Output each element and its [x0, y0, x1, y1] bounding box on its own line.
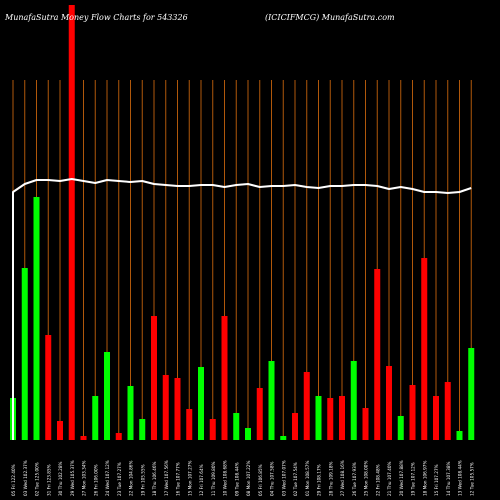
x-tick-label: 16 Tue 107.77%: [176, 462, 181, 496]
x-tick-label: 02 Tue 107.54%: [293, 462, 298, 496]
x-tick-label: 22 Mon 104.86%: [129, 461, 134, 496]
bar: [315, 396, 322, 440]
money-flow-line-path: [12, 178, 472, 440]
bar: [327, 398, 334, 440]
chart-title: MunafaSutra Money Flow Charts for 543326: [5, 13, 188, 22]
bar: [245, 428, 251, 440]
x-tick-label: 02 Tue 125.00%: [35, 462, 40, 496]
bar: [198, 367, 204, 440]
bar: [468, 348, 475, 440]
bar: [456, 431, 463, 440]
x-tick-label: 28 Thu 109.18%: [328, 461, 333, 496]
x-tick-label: 05 Fri 106.85%: [258, 464, 263, 496]
bar: [444, 382, 451, 440]
bar: [174, 378, 181, 440]
bar: [21, 268, 28, 440]
x-tick-label: 17 Wed 107.56%: [164, 460, 169, 496]
x-tick-label: 19 Fri 105.55%: [140, 464, 145, 496]
x-tick-label: 21 Thu 107.40%: [387, 461, 392, 496]
x-tick-label: 03 Wed 102.37%: [23, 460, 28, 496]
bar: [256, 388, 263, 440]
bars: [10, 5, 475, 440]
bar: [350, 361, 357, 440]
x-tick-label: 11 Thu 109.80%: [211, 461, 216, 496]
bar: [362, 408, 369, 440]
x-tick-label: 05 Fri 122.40%: [11, 464, 16, 496]
x-tick-label: 31 Fri 123.85%: [46, 464, 51, 496]
x-tick-label: 15 Mon 107.27%: [187, 461, 192, 496]
bar: [127, 386, 134, 440]
bar: [162, 375, 169, 440]
bar: [233, 413, 240, 440]
bar: [386, 366, 392, 440]
x-tick-label: 04 Thu 107.58%: [270, 461, 275, 496]
bar: [80, 436, 87, 440]
x-tick-label: 12 Tue 105.57%: [469, 462, 474, 496]
bar: [139, 419, 146, 440]
x-tick-label: 19 Tue 107.12%: [411, 462, 416, 496]
x-tick-label: 10 Wed 108.68%: [223, 460, 228, 496]
bar: [115, 433, 122, 440]
bar: [209, 419, 216, 440]
x-tick-label: 15 Fri 107.27%: [434, 464, 439, 496]
bar: [303, 372, 310, 440]
x-tick-label: 09 Tue 108.44%: [234, 462, 239, 496]
x-tick-label: 20 Wed 107.88%: [399, 460, 404, 496]
x-tick-label: 18 Thu 106.46%: [152, 461, 157, 496]
x-tick-label: 14 Thu 107.38%: [446, 461, 451, 496]
bar: [33, 197, 40, 440]
bar: [421, 258, 428, 440]
x-tick-label: 26 Tue 107.93%: [352, 462, 357, 496]
chart-subtitle: (ICICIFMCG) MunafaSutra.com: [265, 13, 395, 22]
x-tick-label: 25 Mon 108.00%: [364, 461, 369, 496]
bar: [57, 421, 63, 440]
money-flow-line: [12, 178, 472, 440]
x-tick-label: 23 Tue 107.27%: [117, 462, 122, 496]
x-tick-labels: 05 Fri 122.40% 03 Wed 102.37% 02 Tue 125.0…: [11, 460, 474, 496]
x-tick-label: 01 Mon 108.57%: [305, 461, 310, 496]
bar: [104, 352, 110, 440]
x-tick-label: 26 Fri 106.00%: [93, 464, 98, 496]
bar: [186, 409, 193, 440]
bar: [151, 316, 157, 440]
gridlines: [12, 80, 472, 440]
bar: [374, 269, 381, 440]
bar-spike: [68, 5, 75, 440]
x-tick-label: 18 Mon 106.97%: [422, 461, 427, 496]
x-tick-label: 08 Mon 107.22%: [246, 461, 251, 496]
bar: [268, 361, 275, 440]
bar: [292, 413, 298, 440]
x-tick-label: 30 Thu 102.28%: [58, 461, 63, 496]
x-tick-label: 27 Wed 108.16%: [340, 460, 345, 496]
x-tick-label: 03 Wed 107.07%: [281, 460, 286, 496]
bar: [92, 396, 99, 440]
bar: [433, 396, 439, 440]
x-tick-label: 29 Fri 108.17%: [317, 464, 322, 496]
x-tick-label: 29 Wed 105.37%: [70, 460, 75, 496]
x-tick-label: 12 Fri 107.64%: [199, 464, 204, 496]
bar: [221, 316, 228, 440]
x-tick-label: 27 Mon 103.34%: [82, 461, 87, 496]
x-tick-label: 13 Wed 108.44%: [458, 460, 463, 496]
bar: [339, 396, 345, 440]
bar: [45, 335, 52, 440]
x-tick-label: 24 Wed 107.12%: [105, 460, 110, 496]
bar: [409, 385, 416, 440]
bar: [397, 416, 404, 440]
x-tick-label: 22 Fri 108.48%: [375, 464, 380, 496]
bar: [280, 436, 287, 440]
